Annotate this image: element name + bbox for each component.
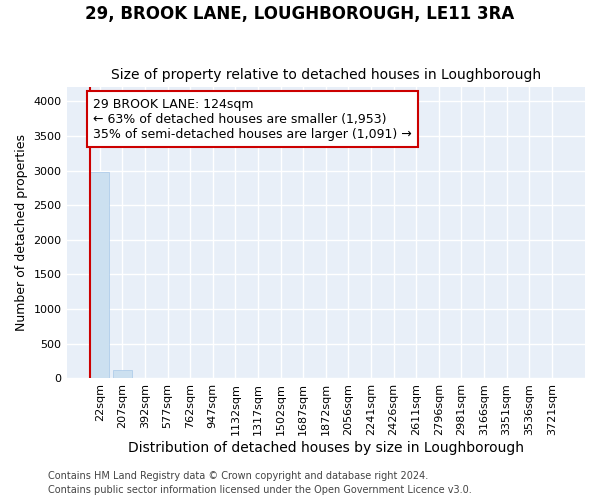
Text: Contains HM Land Registry data © Crown copyright and database right 2024.
Contai: Contains HM Land Registry data © Crown c… [48,471,472,495]
Bar [90,172,109,378]
Title: Size of property relative to detached houses in Loughborough: Size of property relative to detached ho… [111,68,541,82]
Text: 29, BROOK LANE, LOUGHBOROUGH, LE11 3RA: 29, BROOK LANE, LOUGHBOROUGH, LE11 3RA [85,5,515,23]
Bar [113,370,132,378]
Text: 29 BROOK LANE: 124sqm
← 63% of detached houses are smaller (1,953)
35% of semi-d: 29 BROOK LANE: 124sqm ← 63% of detached … [93,98,412,140]
Y-axis label: Number of detached properties: Number of detached properties [15,134,28,332]
X-axis label: Distribution of detached houses by size in Loughborough: Distribution of detached houses by size … [128,441,524,455]
